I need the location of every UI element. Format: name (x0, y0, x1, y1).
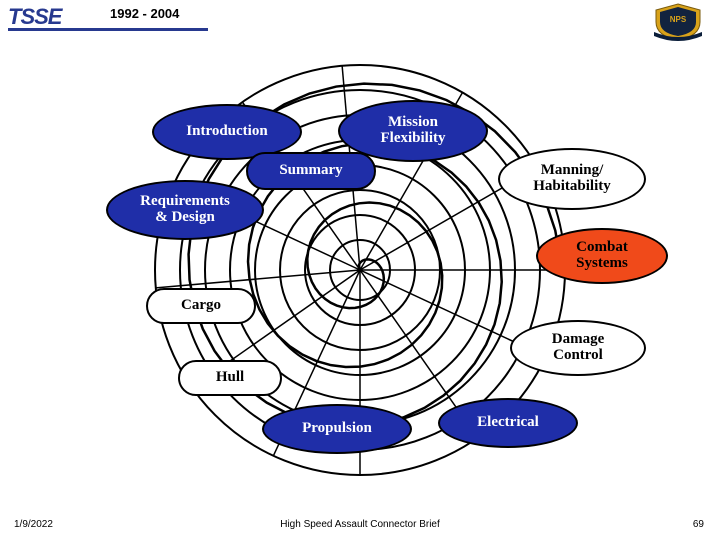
node-requirements[interactable]: Requirements& Design (106, 180, 264, 240)
footer-page: 69 (693, 519, 704, 530)
node-manning[interactable]: Manning/Habitability (498, 148, 646, 210)
footer-title: High Speed Assault Connector Brief (0, 519, 720, 530)
node-damage[interactable]: DamageControl (510, 320, 646, 376)
node-summary[interactable]: Summary (246, 152, 376, 190)
node-hull[interactable]: Hull (178, 360, 282, 396)
node-propulsion[interactable]: Propulsion (262, 404, 412, 454)
node-electrical[interactable]: Electrical (438, 398, 578, 448)
node-cargo[interactable]: Cargo (146, 288, 256, 324)
node-combat[interactable]: CombatSystems (536, 228, 668, 284)
